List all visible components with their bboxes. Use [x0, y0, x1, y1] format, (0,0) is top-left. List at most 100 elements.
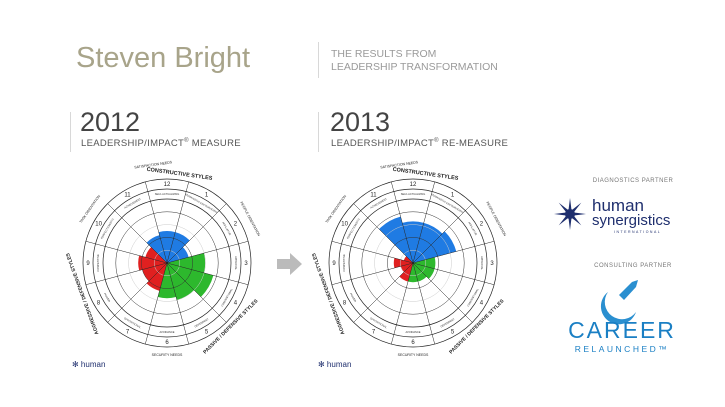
style-number: 3 — [244, 261, 248, 267]
style-bar-self-actualizing — [402, 221, 424, 263]
style-number: 6 — [165, 340, 169, 346]
person-name: Steven Bright — [76, 42, 251, 74]
sector-divider — [412, 181, 435, 264]
sector-divider — [145, 181, 168, 264]
style-number: 11 — [124, 193, 131, 199]
style-name: SELF-ACTUALIZING — [155, 192, 180, 196]
sector-divider — [412, 241, 495, 264]
sector-divider — [331, 241, 414, 264]
style-number: 2 — [234, 222, 238, 228]
divider — [318, 42, 319, 78]
style-number: 9 — [86, 261, 90, 267]
needs-label-left: TASK ORIENTATION — [325, 194, 348, 224]
sector-divider — [166, 262, 227, 323]
style-bar-perfectionistic — [403, 256, 413, 263]
sector-divider — [391, 262, 414, 345]
sector-divider — [391, 181, 414, 264]
style-name: DEPENDENT — [194, 317, 210, 329]
grid-ring — [374, 224, 452, 302]
style-bar-conventional — [167, 263, 214, 297]
style-name: AFFILIATIVE — [467, 221, 478, 236]
style-name: CONVENTIONAL — [466, 287, 480, 307]
style-number: 2 — [480, 222, 484, 228]
style-bar-competitive — [393, 258, 413, 268]
sector-divider — [166, 203, 227, 264]
grid-ring — [115, 211, 219, 315]
style-name: AFFILIATIVE — [221, 221, 232, 236]
sector-divider — [166, 241, 249, 264]
cluster-label-aggressive: AGGRESSIVE / DEFENSIVE STYLES — [65, 251, 100, 335]
style-number: 4 — [234, 301, 238, 307]
sector-divider — [412, 203, 473, 264]
sector-divider — [145, 262, 168, 345]
consulting-partner-label: CONSULTING PARTNER — [594, 263, 672, 269]
style-bar-oppositional — [146, 263, 167, 291]
diagnostics-partner-label: DIAGNOSTICS PARTNER — [592, 178, 674, 184]
subtitle-line1: THE RESULTS FROM — [331, 48, 437, 60]
sector-divider — [331, 262, 414, 285]
style-bar-power — [400, 263, 413, 273]
sector-divider — [353, 203, 414, 264]
style-name: APPROVAL — [480, 256, 484, 270]
sector-divider — [412, 262, 495, 285]
style-number: 5 — [205, 329, 209, 335]
style-number: 12 — [164, 182, 171, 188]
needs-label-bottom: SECURITY NEEDS — [398, 353, 429, 357]
style-bar-dependent — [413, 263, 427, 282]
style-number: 4 — [480, 301, 484, 307]
outer-ring — [348, 198, 478, 328]
subtitle-line2: LEADERSHIP TRANSFORMATION — [331, 61, 498, 73]
outer-ring — [102, 198, 232, 328]
needs-label-right: PEOPLE ORIENTATION — [239, 201, 261, 237]
outer-ring — [328, 178, 498, 348]
sector-divider — [412, 262, 435, 345]
style-number: 11 — [370, 193, 377, 199]
style-name: OPPOSITIONAL — [123, 316, 142, 329]
needs-label-bottom: SECURITY NEEDS — [152, 353, 183, 357]
style-number: 8 — [97, 301, 101, 307]
needs-label-top: SATISFACTION NEEDS — [134, 160, 173, 169]
outer-ring — [92, 188, 242, 338]
style-bar-dependent — [167, 263, 195, 301]
sector-divider — [353, 262, 414, 323]
divider — [70, 112, 71, 152]
style-number: 1 — [451, 193, 455, 199]
grid-ring — [399, 249, 427, 277]
grid-ring — [141, 237, 193, 289]
arrow-icon — [277, 253, 302, 275]
style-number: 6 — [411, 340, 415, 346]
style-number: 3 — [490, 261, 494, 267]
svg-text:RELAUNCHED™: RELAUNCHED™ — [575, 344, 670, 354]
style-name: AVOIDANCE — [159, 330, 174, 334]
style-name: COMPETITIVE — [96, 254, 100, 272]
divider — [318, 112, 319, 152]
style-number: 7 — [372, 329, 376, 335]
style-name: APPROVAL — [234, 256, 238, 270]
style-number: 1 — [205, 193, 209, 199]
style-bar-power — [142, 263, 167, 282]
human-synergistics-logo: human synergistics INTERNATIONAL — [552, 193, 692, 235]
style-name: DEPENDENT — [440, 317, 456, 329]
style-bar-avoidance — [408, 263, 418, 283]
style-number: 9 — [332, 261, 336, 267]
career-relaunched-logo: CAREER RELAUNCHED™ — [552, 278, 692, 358]
style-name: OPPOSITIONAL — [369, 316, 388, 329]
style-bar-perfectionistic — [145, 247, 167, 263]
measure-label-2012: LEADERSHIP/IMPACT® MEASURE — [81, 138, 241, 150]
sector-divider — [85, 241, 168, 264]
grid-ring — [387, 237, 439, 289]
style-bar-achievement — [146, 235, 167, 263]
style-name: AVOIDANCE — [405, 330, 420, 334]
style-bar-achievement — [379, 216, 413, 263]
grid-ring — [361, 211, 465, 315]
style-bar-competitive — [138, 255, 167, 271]
sector-divider — [166, 262, 189, 345]
sector-divider — [107, 203, 168, 264]
style-name: POWER — [349, 292, 357, 303]
sector-divider — [412, 262, 473, 323]
grid-ring — [128, 224, 206, 302]
style-number: 5 — [451, 329, 455, 335]
